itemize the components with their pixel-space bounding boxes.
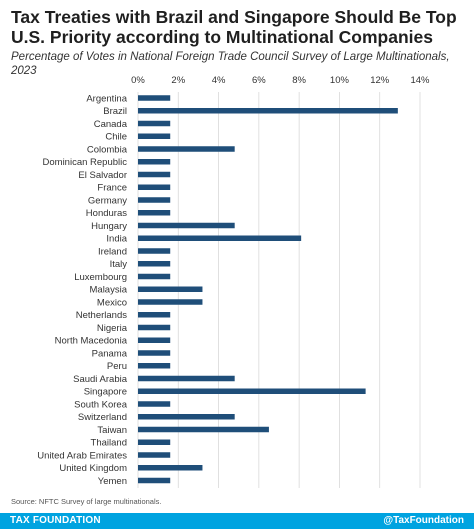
category-label: Luxembourg (74, 272, 127, 283)
bars (138, 95, 398, 484)
category-label: United Kingdom (59, 463, 127, 474)
x-tick-label: 4% (212, 75, 226, 86)
bar (138, 133, 171, 139)
category-label: Switzerland (78, 412, 127, 423)
category-label: North Macedonia (55, 336, 128, 347)
category-label: Hungary (91, 221, 127, 232)
category-label: Singapore (84, 387, 127, 398)
bar-chart: 0% 2% 4% 6% 8% 10% 12% 14% Argentina Brazil Canad… (37, 75, 430, 488)
bar (138, 261, 171, 267)
category-label: Brazil (103, 106, 127, 117)
x-tick-label: 14% (410, 75, 430, 86)
category-label: Mexico (97, 297, 127, 308)
bar (138, 388, 366, 394)
x-tick-label: 2% (171, 75, 185, 86)
category-label: Nigeria (97, 323, 128, 334)
category-label: Taiwan (97, 425, 127, 436)
bar (138, 184, 171, 190)
bar (138, 401, 171, 407)
bar (138, 299, 203, 305)
bar (138, 439, 171, 445)
category-label: United Arab Emirates (37, 450, 127, 461)
footer-brand: TAX FOUNDATION (10, 515, 101, 526)
category-label: Panama (92, 348, 128, 359)
category-label: France (97, 183, 127, 194)
category-label: Malaysia (90, 285, 128, 296)
grid-lines (137, 92, 421, 488)
chart-subtitle: Percentage of Votes in National Foreign … (11, 51, 450, 77)
category-label: Dominican Republic (43, 157, 128, 168)
footer-bar: TAX FOUNDATION @TaxFoundation (0, 513, 474, 529)
category-label: Saudi Arabia (73, 374, 128, 385)
source-note: Source: NFTC Survey of large multination… (11, 497, 162, 506)
category-label: India (106, 234, 127, 245)
category-label: Peru (107, 361, 127, 372)
bar (138, 452, 171, 458)
category-label: Chile (105, 132, 127, 143)
bar (138, 248, 171, 254)
x-tick-label: 6% (252, 75, 266, 86)
bar (138, 375, 235, 382)
category-label: Germany (88, 195, 127, 206)
bar (138, 414, 235, 420)
bar (138, 159, 171, 165)
bar (138, 350, 171, 356)
bar (138, 171, 171, 178)
bar (138, 286, 203, 292)
bar (138, 477, 171, 484)
bar (138, 120, 171, 127)
category-label: Thailand (91, 438, 127, 449)
bar (138, 337, 171, 343)
category-label: Canada (94, 119, 128, 130)
bar (138, 108, 398, 114)
category-label: Yemen (98, 476, 127, 487)
x-tick-label: 10% (330, 75, 350, 86)
x-tick-label: 0% (131, 75, 145, 86)
bar (138, 95, 171, 101)
x-axis-ticks: 0% 2% 4% 6% 8% 10% 12% 14% (131, 75, 430, 86)
bar (138, 324, 171, 331)
category-label: Ireland (98, 246, 127, 257)
bar (138, 210, 171, 216)
bar (138, 465, 203, 471)
x-tick-label: 12% (370, 75, 390, 86)
bar (138, 222, 235, 229)
bar (138, 363, 171, 369)
category-label: South Korea (74, 399, 128, 410)
x-tick-label: 8% (292, 75, 306, 86)
bar (138, 273, 171, 280)
footer-handle: @TaxFoundation (383, 515, 464, 526)
category-label: Honduras (86, 208, 127, 219)
bar (138, 197, 171, 203)
category-label: Italy (110, 259, 128, 270)
category-label: El Salvador (78, 170, 127, 181)
bar (138, 235, 302, 241)
category-label: Netherlands (76, 310, 127, 321)
bar (138, 146, 235, 152)
bar (138, 426, 269, 433)
bar (138, 312, 171, 318)
category-label: Argentina (86, 93, 127, 104)
chart-title: Tax Treaties with Brazil and Singapore S… (11, 7, 457, 47)
category-label: Colombia (87, 144, 128, 155)
